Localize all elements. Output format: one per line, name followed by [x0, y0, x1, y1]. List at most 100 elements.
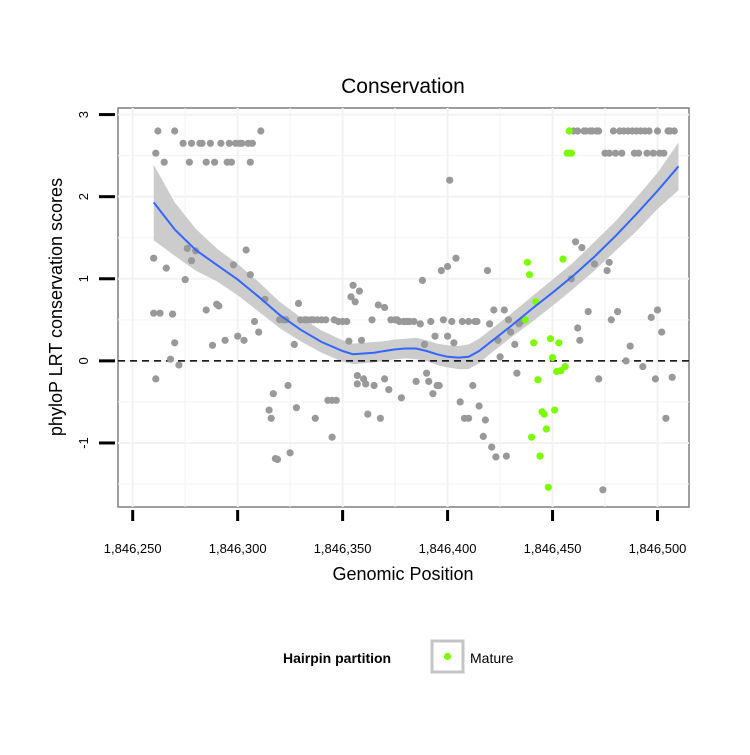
x-tick-label: 1,846,400 [419, 541, 477, 556]
point-other [185, 158, 193, 166]
point-other [265, 406, 273, 414]
point-other [513, 369, 521, 377]
point-other [444, 332, 452, 340]
point-other [611, 149, 620, 157]
point-other [355, 287, 363, 295]
point-mature [530, 339, 538, 347]
point-other [347, 293, 355, 301]
point-other [416, 320, 424, 328]
point-other [160, 158, 168, 166]
point-mature [544, 483, 552, 491]
point-other [179, 139, 187, 147]
point-other [660, 149, 668, 157]
point-other [651, 375, 660, 383]
point-other [328, 433, 336, 441]
point-mature [536, 452, 544, 460]
legend-title: Hairpin partition [283, 650, 391, 666]
point-mature [565, 127, 573, 135]
point-other [584, 308, 592, 316]
point-other [412, 377, 420, 385]
point-other [229, 261, 238, 269]
point-other [257, 127, 265, 135]
point-other [574, 127, 582, 135]
point-other [490, 306, 498, 314]
point-other [234, 332, 242, 340]
point-other [605, 149, 613, 157]
point-other [504, 316, 513, 324]
point-mature [534, 376, 542, 384]
point-other [166, 355, 175, 363]
point-other [507, 328, 515, 336]
point-other [169, 310, 177, 318]
point-other [206, 139, 214, 147]
point-other [227, 158, 235, 166]
point-other [639, 363, 647, 371]
point-other [211, 158, 219, 166]
point-other [609, 127, 618, 135]
point-other [479, 432, 487, 440]
point-other [653, 127, 662, 135]
point-other [181, 276, 189, 284]
point-other [452, 254, 460, 262]
band-layer [153, 142, 679, 370]
point-other [246, 158, 254, 166]
point-other [439, 316, 447, 324]
point-other [225, 139, 233, 147]
point-other [171, 339, 179, 347]
point-other [626, 342, 634, 350]
point-other [578, 244, 586, 252]
point-other [649, 149, 657, 157]
point-other [353, 372, 361, 380]
point-other [381, 375, 389, 383]
point-other [458, 317, 466, 326]
point-other [425, 377, 433, 385]
point-other [658, 328, 666, 336]
point-mature [555, 339, 563, 347]
point-other [248, 139, 256, 147]
point-mature [542, 425, 550, 433]
point-other [381, 303, 389, 312]
point-other [250, 317, 259, 326]
point-other [469, 381, 477, 390]
point-other [221, 336, 229, 344]
point-mature [521, 316, 529, 324]
point-mature [567, 149, 576, 157]
point-other [635, 149, 643, 157]
y-tick-label: 0 [76, 357, 91, 364]
point-other [574, 324, 582, 332]
y-tick-label: 2 [76, 193, 91, 200]
point-other [198, 139, 206, 147]
point-other [156, 309, 164, 317]
point-other [420, 340, 429, 348]
point-mature [525, 271, 534, 279]
point-other [349, 281, 357, 289]
y-axis-title: phyloP LRT conservation scores [46, 178, 66, 436]
point-other [343, 317, 351, 326]
point-other [370, 381, 378, 390]
point-other [187, 257, 196, 265]
x-axis-title: Genomic Position [332, 564, 473, 584]
point-other [410, 317, 418, 326]
point-other [208, 341, 217, 349]
axis-layer: 1,846,250 1,846,300 1,846,350 1,846,400 1,84… [76, 111, 686, 556]
point-other [465, 317, 473, 326]
point-other [150, 309, 158, 317]
point-other [590, 260, 599, 268]
point-mature [551, 406, 559, 414]
point-other [345, 337, 353, 345]
point-other [152, 375, 160, 383]
point-other [614, 308, 622, 316]
smooth-confidence-band [153, 142, 679, 370]
point-other [622, 357, 630, 365]
point-other [492, 453, 500, 461]
point-other [311, 414, 319, 422]
point-other [376, 414, 384, 422]
x-tick-label: 1,846,450 [524, 541, 582, 556]
point-other [273, 455, 282, 463]
point-other [240, 336, 248, 344]
point-other [653, 306, 662, 314]
point-other [647, 313, 655, 321]
point-other [374, 301, 382, 309]
point-other [435, 381, 443, 390]
